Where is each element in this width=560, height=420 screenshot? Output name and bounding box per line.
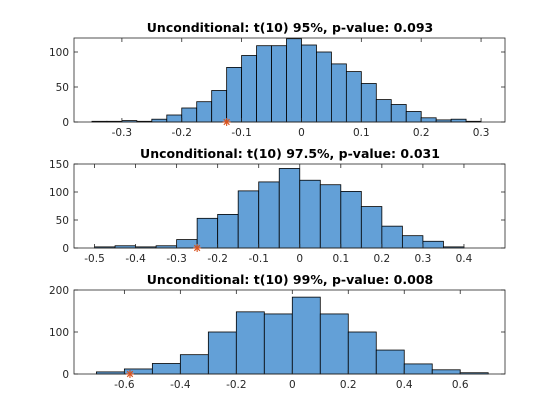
histogram-bar xyxy=(340,191,362,249)
histogram-bar xyxy=(286,38,302,123)
y-tick-label: 100 xyxy=(49,187,69,199)
histogram-bar xyxy=(291,296,321,375)
histogram-bar xyxy=(347,331,377,375)
y-tick-label: 50 xyxy=(56,82,69,94)
histogram-bar xyxy=(420,117,437,123)
axes-box xyxy=(73,37,506,123)
histogram-bar xyxy=(450,118,467,123)
x-tick-label: 0.1 xyxy=(332,253,349,265)
observed-value-marker xyxy=(125,370,134,378)
y-tick-label: 100 xyxy=(49,327,69,339)
subplot-2: Unconditional: t(10) 97.5%, p-value: 0.0… xyxy=(49,146,506,265)
histogram-bar xyxy=(217,213,239,249)
x-tick-label: -0.5 xyxy=(84,253,105,265)
histogram-bar xyxy=(226,67,243,123)
histogram-bar xyxy=(235,311,265,375)
histogram-bar xyxy=(196,101,213,123)
histogram-bar xyxy=(360,83,377,123)
x-tick-label: -0.1 xyxy=(248,253,269,265)
histogram-bar xyxy=(263,313,293,375)
histogram-bar xyxy=(271,45,287,123)
histogram-bar xyxy=(207,331,237,375)
x-tick-label: 0.2 xyxy=(413,127,430,139)
subplot-3-title: Unconditional: t(10) 99%, p-value: 0.008 xyxy=(147,272,433,287)
x-tick-label: 0 xyxy=(296,253,303,265)
x-tick-label: -0.4 xyxy=(170,379,191,391)
histogram-bar xyxy=(381,225,403,249)
histogram-bar xyxy=(181,107,198,123)
histogram-bar xyxy=(319,184,342,249)
histogram-bar xyxy=(258,181,280,249)
histogram-bar xyxy=(278,168,301,249)
histogram-bar xyxy=(403,363,433,375)
y-tick-label: 150 xyxy=(49,159,69,171)
subplot-3: Unconditional: t(10) 99%, p-value: 0.008… xyxy=(49,272,506,391)
x-tick-label: -0.2 xyxy=(172,127,193,139)
y-tick-label: 200 xyxy=(49,285,69,297)
x-tick-label: -0.6 xyxy=(114,379,135,391)
histogram-bar xyxy=(166,114,183,123)
histogram-bar xyxy=(405,111,422,123)
histogram-bar xyxy=(331,63,347,123)
histogram-bar xyxy=(422,240,444,249)
histogram-bar xyxy=(256,45,272,123)
x-tick-label: -0.3 xyxy=(166,253,187,265)
subplot-2-title: Unconditional: t(10) 97.5%, p-value: 0.0… xyxy=(140,146,440,161)
observed-value-marker xyxy=(222,118,231,126)
histogram-bar xyxy=(241,55,257,123)
x-tick-label: -0.2 xyxy=(207,253,228,265)
histogram-bar xyxy=(237,190,260,249)
y-tick-label: 0 xyxy=(62,243,69,255)
histogram-bar xyxy=(196,217,219,249)
y-tick-label: 50 xyxy=(56,215,69,227)
x-tick-label: -0.1 xyxy=(231,127,252,139)
x-tick-label: 0.1 xyxy=(353,127,370,139)
histogram-bar xyxy=(360,206,383,249)
y-tick-label: 100 xyxy=(49,47,69,59)
x-tick-label: 0.6 xyxy=(452,379,469,391)
histogram-bar xyxy=(401,235,424,249)
histogram-bar xyxy=(151,118,168,123)
histogram-bar xyxy=(316,51,332,123)
x-tick-label: 0.4 xyxy=(456,253,473,265)
histogram-bar xyxy=(151,363,181,375)
x-tick-label: 0 xyxy=(289,379,296,391)
x-tick-label: -0.3 xyxy=(112,127,133,139)
x-tick-label: 0.2 xyxy=(340,379,357,391)
histogram-bar xyxy=(375,99,392,123)
x-tick-label: 0 xyxy=(298,127,305,139)
y-tick-label: 0 xyxy=(62,117,69,129)
histogram-bar xyxy=(211,90,228,123)
subplot-1: Unconditional: t(10) 95%, p-value: 0.093… xyxy=(49,20,506,139)
observed-value-marker xyxy=(193,244,202,252)
histogram-bar xyxy=(431,369,461,375)
histogram-bar xyxy=(319,313,349,375)
x-tick-label: 0.3 xyxy=(473,127,490,139)
histogram-bar xyxy=(375,349,405,375)
histogram-bar xyxy=(390,104,407,123)
axes-box xyxy=(73,163,506,249)
x-tick-label: 0.2 xyxy=(374,253,391,265)
histogram-bar xyxy=(299,179,321,249)
histogram-bar xyxy=(301,44,317,123)
y-tick-label: 0 xyxy=(62,369,69,381)
histogram-bar xyxy=(176,239,198,249)
subplot-1-title: Unconditional: t(10) 95%, p-value: 0.093 xyxy=(147,20,433,35)
x-tick-label: 0.3 xyxy=(415,253,432,265)
x-tick-label: 0.4 xyxy=(396,379,413,391)
x-tick-label: -0.2 xyxy=(226,379,247,391)
histogram-bar xyxy=(345,71,362,123)
histogram-bar xyxy=(179,354,209,375)
x-tick-label: -0.4 xyxy=(125,253,146,265)
